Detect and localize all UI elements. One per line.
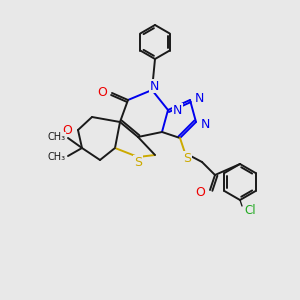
Text: O: O bbox=[62, 124, 72, 136]
Text: N: N bbox=[149, 80, 159, 92]
Text: Cl: Cl bbox=[244, 203, 256, 217]
Text: N: N bbox=[195, 92, 204, 104]
Text: CH₃: CH₃ bbox=[48, 132, 66, 142]
Text: N: N bbox=[201, 118, 210, 130]
Text: O: O bbox=[195, 187, 205, 200]
Text: CH₃: CH₃ bbox=[48, 152, 66, 162]
Text: N: N bbox=[173, 103, 182, 116]
Text: O: O bbox=[97, 86, 107, 100]
Text: S: S bbox=[134, 155, 142, 169]
Text: S: S bbox=[183, 152, 191, 164]
